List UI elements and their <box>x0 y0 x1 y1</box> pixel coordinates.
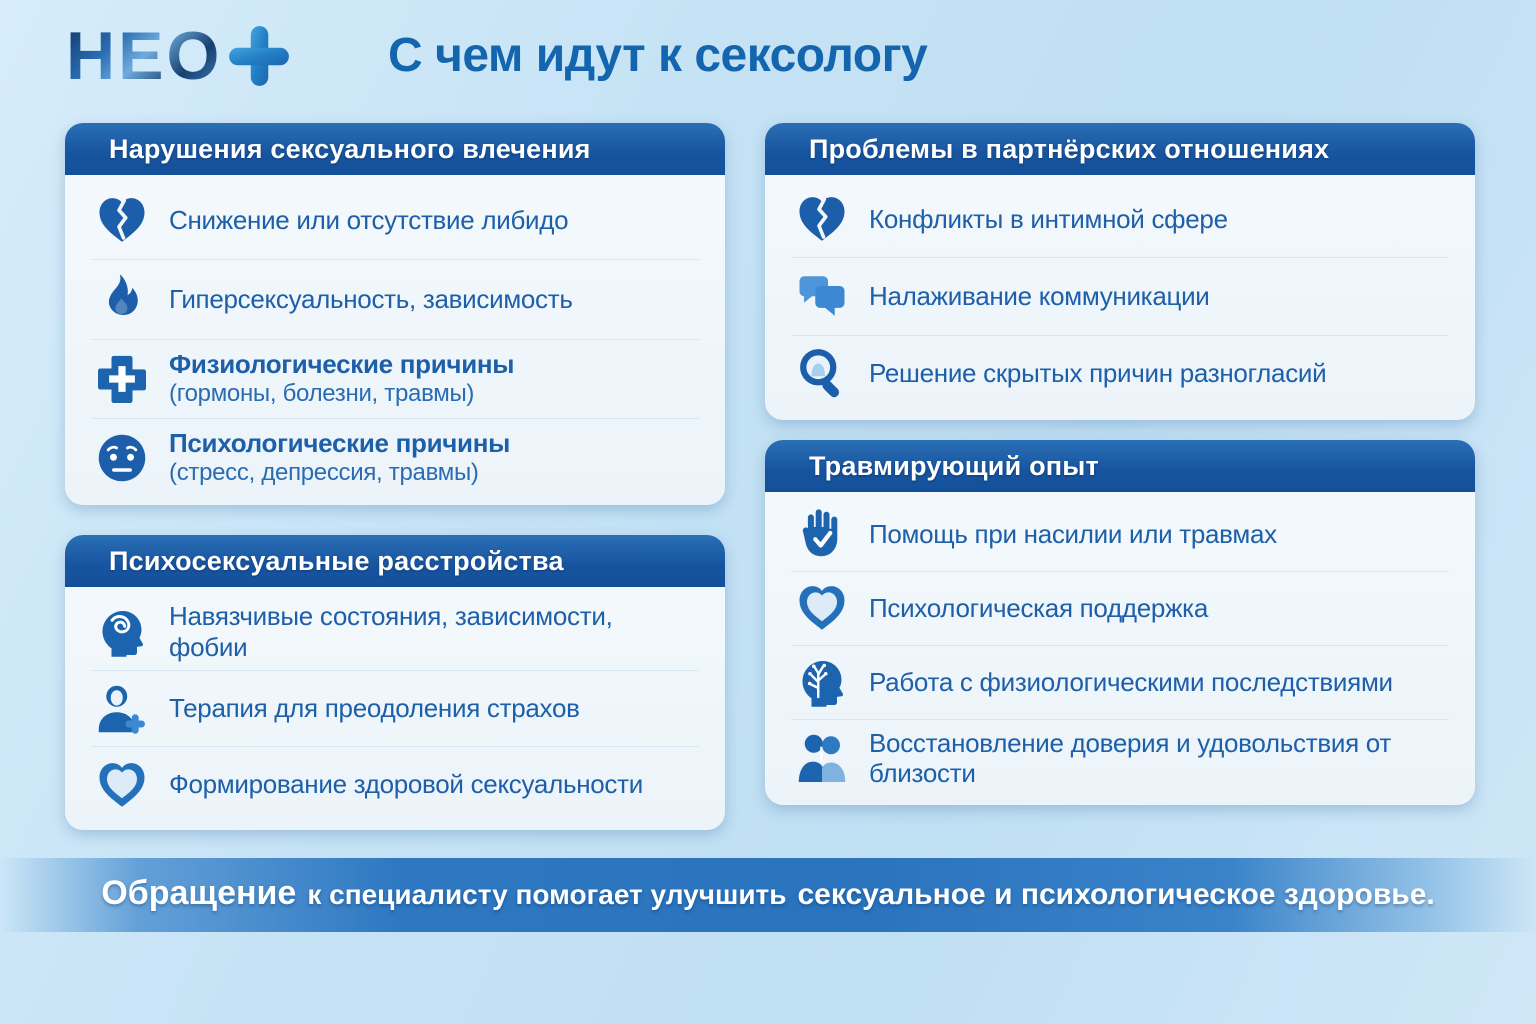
list-item-text: Налаживание коммуникации <box>869 281 1210 312</box>
flame-icon <box>95 272 149 326</box>
head-tree-icon <box>795 655 849 709</box>
footer-banner: Обращение к специалисту помогает улучшит… <box>0 858 1536 932</box>
card-desire: Нарушения сексуального влечения Снижение … <box>65 123 725 505</box>
card-title: Проблемы в партнёрских отношениях <box>809 133 1330 164</box>
list-item-label: Снижение или отсутствие либидо <box>169 204 569 235</box>
list-item-label: Физиологические причины <box>169 349 515 380</box>
list-item-text: Гиперсексуальность, зависимость <box>169 284 573 315</box>
list-item-text: Решение скрытых причин разногласий <box>869 358 1327 389</box>
medical-cross-icon <box>95 352 149 406</box>
list-item: Решение скрытых причин разногласий <box>791 336 1449 412</box>
head-spiral-icon <box>95 605 149 659</box>
card-body: Снижение или отсутствие либидо Гиперсексу… <box>65 175 725 505</box>
list-item-text: Конфликты в интимной сфере <box>869 204 1228 235</box>
chat-bubbles-icon <box>795 269 849 323</box>
card-partner: Проблемы в партнёрских отношениях Конфлик… <box>765 123 1475 420</box>
broken-heart-icon <box>795 192 849 246</box>
list-item-text: Помощь при насилии или травмах <box>869 519 1277 550</box>
list-item-label: Восстановление доверия и удовольствия от… <box>869 727 1391 789</box>
banner-middle: к специалисту помогает улучшить <box>307 879 787 910</box>
list-item: Навязчивые состояния, зависимости, фобии <box>91 593 699 672</box>
page-title: С чем идут к сексологу <box>388 29 928 82</box>
list-item: Психологические причины (стресс, депресси… <box>91 419 699 497</box>
list-item-text: Психологическая поддержка <box>869 593 1208 624</box>
list-item-text: Физиологические причины (гормоны, болезни… <box>169 349 515 408</box>
logo-text: НЕО <box>66 18 223 94</box>
list-item-text: Психологические причины (стресс, депресси… <box>169 428 510 487</box>
card-psycho: Психосексуальные расстройства Навязчивые … <box>65 535 725 830</box>
list-item: Восстановление доверия и удовольствия от… <box>791 720 1449 797</box>
list-item: Физиологические причины (гормоны, болезни… <box>91 340 699 419</box>
list-item: Психологическая поддержка <box>791 572 1449 646</box>
hand-check-icon <box>795 507 849 561</box>
list-item-sublabel: (гормоны, болезни, травмы) <box>169 379 475 407</box>
list-item: Гиперсексуальность, зависимость <box>91 260 699 340</box>
list-item-label: Формирование здоровой сексуальности <box>169 769 643 800</box>
list-item-label: Решение скрытых причин разногласий <box>869 358 1327 389</box>
list-item-label: Навязчивые состояния, зависимости, фобии <box>169 601 613 662</box>
list-item: Формирование здоровой сексуальности <box>91 747 699 822</box>
list-item-label: Гиперсексуальность, зависимость <box>169 284 573 315</box>
card-header: Нарушения сексуального влечения <box>65 123 725 175</box>
list-item-label: Терапия для преодоления страхов <box>169 693 580 724</box>
broken-heart-icon <box>95 193 149 247</box>
list-item-text: Навязчивые состояния, зависимости, фобии <box>169 601 695 662</box>
heart-in-heart-icon <box>95 758 149 812</box>
card-body: Помощь при насилии или травмах Психологич… <box>765 492 1475 805</box>
card-header: Проблемы в партнёрских отношениях <box>765 123 1475 175</box>
card-title: Нарушения сексуального влечения <box>109 133 591 164</box>
list-item-label: Конфликты в интимной сфере <box>869 203 1228 234</box>
banner-lead: Обращение <box>101 874 297 912</box>
worried-face-icon <box>95 431 149 485</box>
card-body: Конфликты в интимной сфере Налаживание ко… <box>765 175 1475 420</box>
list-item-text: Работа с физиологическими последствиями <box>869 667 1393 698</box>
list-item-sublabel: (стресс, депрессия, травмы) <box>169 459 479 487</box>
list-item-label: Помощь при насилии или травмах <box>869 519 1277 550</box>
card-trauma: Травмирующий опыт Помощь при насилии или … <box>765 440 1475 805</box>
list-item-label: Работа с физиологическими последствиями <box>869 666 1393 697</box>
list-item-text: Восстановление доверия и удовольствия от… <box>869 728 1445 789</box>
list-item-text: Терапия для преодоления страхов <box>169 693 580 724</box>
heart-in-heart-icon <box>795 581 849 635</box>
card-header: Психосексуальные расстройства <box>65 535 725 587</box>
card-header: Травмирующий опыт <box>765 440 1475 492</box>
banner-emphasis: сексуальное и психологическое здоровье. <box>797 878 1435 911</box>
list-item: Налаживание коммуникации <box>791 258 1449 336</box>
person-plus-icon <box>95 682 149 736</box>
card-title: Психосексуальные расстройства <box>109 545 564 576</box>
list-item: Терапия для преодоления страхов <box>91 671 699 748</box>
list-item-text: Снижение или отсутствие либидо <box>169 204 569 236</box>
list-item: Помощь при насилии или травмах <box>791 498 1449 572</box>
plus-icon <box>226 23 292 89</box>
embracing-couple-icon <box>795 731 849 785</box>
list-item-text: Формирование здоровой сексуальности <box>169 769 643 800</box>
card-body: Навязчивые состояния, зависимости, фобии… <box>65 587 725 830</box>
list-item-label: Налаживание коммуникации <box>869 281 1210 312</box>
list-item-label: Психологические причины <box>169 428 511 459</box>
list-item: Работа с физиологическими последствиями <box>791 646 1449 720</box>
list-item: Снижение или отсутствие либидо <box>91 181 699 261</box>
list-item: Конфликты в интимной сфере <box>791 181 1449 259</box>
card-title: Травмирующий опыт <box>809 450 1099 481</box>
magnifier-head-icon <box>795 347 849 401</box>
list-item-label: Психологическая поддержка <box>869 593 1208 623</box>
logo: НЕО <box>66 22 292 90</box>
